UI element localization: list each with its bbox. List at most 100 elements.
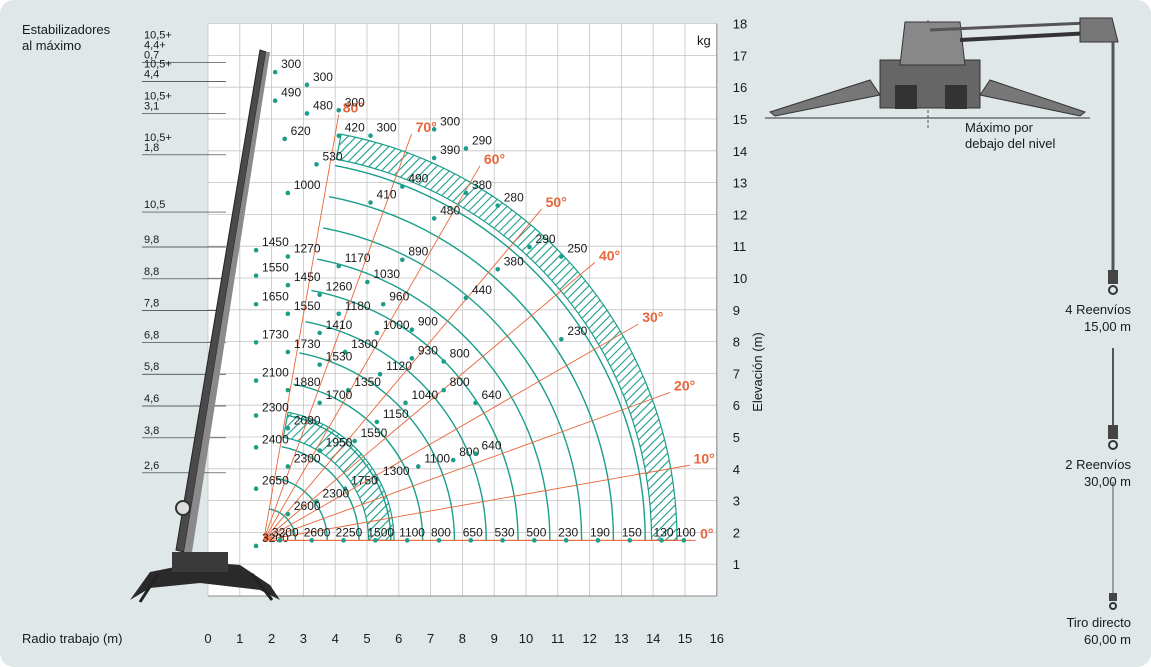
load-point: [400, 257, 405, 263]
angle-line: [263, 133, 412, 541]
load-value: 640: [481, 388, 501, 402]
load-value: 1150: [383, 407, 409, 421]
ground-load-value: 190: [590, 525, 610, 539]
load-value: 1180: [345, 299, 371, 313]
load-value: 1730: [262, 327, 289, 341]
boom-length-label: 3,1: [144, 100, 159, 112]
ground-load-point: [404, 538, 410, 543]
load-point: [285, 190, 291, 196]
load-arc: [323, 227, 583, 541]
load-value: 1300: [351, 337, 378, 351]
load-point: [285, 425, 291, 431]
ground-load-value: 1100: [399, 525, 425, 539]
y-tick-label: 4: [733, 462, 740, 477]
load-point: [336, 133, 342, 139]
load-value: 300: [281, 57, 301, 71]
load-value: 1000: [383, 318, 410, 332]
boom-length-label: 0,7: [144, 50, 159, 62]
load-point: [253, 301, 259, 307]
reeving-4-line2: 15,00 m: [1084, 319, 1131, 334]
ground-load-value: 2600: [304, 525, 331, 539]
direct-pull-line2: 60,00 m: [1084, 632, 1131, 647]
load-value: 2300: [294, 451, 321, 465]
load-value: 1000: [294, 178, 321, 192]
load-point: [415, 464, 421, 469]
ground-load-point: [681, 538, 687, 543]
y-tick-label: 8: [733, 335, 740, 350]
load-value: 2600: [294, 499, 321, 513]
crane-silhouette-icon: [130, 49, 280, 603]
load-value: 2100: [262, 366, 289, 380]
x-tick-label: 15: [678, 631, 692, 646]
load-point: [317, 330, 322, 336]
load-arc: [317, 258, 551, 541]
load-value: 1410: [326, 318, 353, 332]
boom-length-label: 3,8: [144, 425, 159, 437]
ground-load-point: [341, 538, 346, 543]
x-tick-label: 14: [646, 631, 660, 646]
y-tick-label: 7: [733, 366, 740, 381]
load-arc: [287, 414, 392, 541]
load-value: 620: [291, 124, 311, 138]
boom-length-label: 4,6: [144, 393, 159, 405]
load-value: 1040: [412, 388, 439, 402]
chart-marks: 300 300 490 480 300 620 420 300 530 300 290 390 1000…: [253, 57, 696, 549]
ground-load-value: 3200: [272, 525, 299, 539]
x-axis-title: Radio trabajo (m): [22, 631, 122, 646]
angle-label: 50°: [546, 194, 567, 210]
load-value: 250: [567, 242, 587, 256]
load-value: 1550: [361, 426, 388, 440]
load-value: 2300: [262, 401, 289, 415]
load-point: [285, 349, 291, 355]
load-point: [365, 279, 370, 285]
ground-load-point: [309, 538, 315, 543]
load-arc: [335, 164, 646, 541]
load-point: [431, 216, 437, 221]
load-point: [285, 311, 291, 317]
load-point: [253, 247, 259, 253]
unit-label: kg: [697, 33, 711, 48]
ground-load-value: 800: [431, 525, 451, 539]
ground-load-point: [563, 538, 569, 543]
load-value: 1730: [294, 337, 321, 351]
boom-length-lines: 10,5+4,4+0,710,5+4,410,5+3,110,5+1,810,5…: [142, 30, 226, 474]
load-arc: [293, 383, 424, 541]
angle-line: [263, 392, 671, 541]
ground-load-value: 150: [622, 525, 642, 539]
x-tick-label: 2: [268, 631, 275, 646]
angle-lines: 80° 70° 60° 50° 40° 30° 20° 10° 0°: [263, 99, 715, 541]
load-point: [336, 311, 342, 317]
load-point: [342, 486, 348, 492]
load-point: [403, 400, 408, 406]
angle-label: 80°: [343, 99, 364, 115]
load-point: [431, 155, 437, 161]
load-point: [285, 511, 291, 517]
load-point: [473, 451, 478, 457]
ground-load-value: 100: [676, 525, 696, 539]
boom-length-label: 1,8: [144, 142, 159, 154]
y-tick-label: 14: [733, 144, 747, 159]
boom-length-label: 2,6: [144, 460, 159, 472]
ground-load-point: [277, 538, 283, 543]
load-value: 1270: [294, 242, 321, 256]
load-value: 2300: [322, 486, 349, 500]
ground-load-point: [500, 538, 505, 543]
load-value: 1170: [345, 251, 371, 265]
load-point: [441, 387, 446, 393]
load-point: [314, 162, 319, 167]
ground-load-point: [436, 538, 442, 543]
y-tick-label: 9: [733, 303, 740, 318]
load-arc: [305, 321, 487, 541]
load-point: [285, 254, 291, 259]
load-value: 380: [472, 178, 492, 192]
load-value: 480: [313, 98, 333, 112]
load-value: 440: [472, 283, 492, 297]
load-value: 1550: [294, 299, 321, 313]
hook-icon: [1108, 42, 1118, 610]
y-tick-label: 15: [733, 112, 747, 127]
x-tick-label: 1: [236, 631, 243, 646]
load-point: [272, 69, 278, 75]
x-tick-label: 16: [710, 631, 724, 646]
load-point: [317, 362, 322, 367]
load-value: 280: [504, 191, 524, 205]
